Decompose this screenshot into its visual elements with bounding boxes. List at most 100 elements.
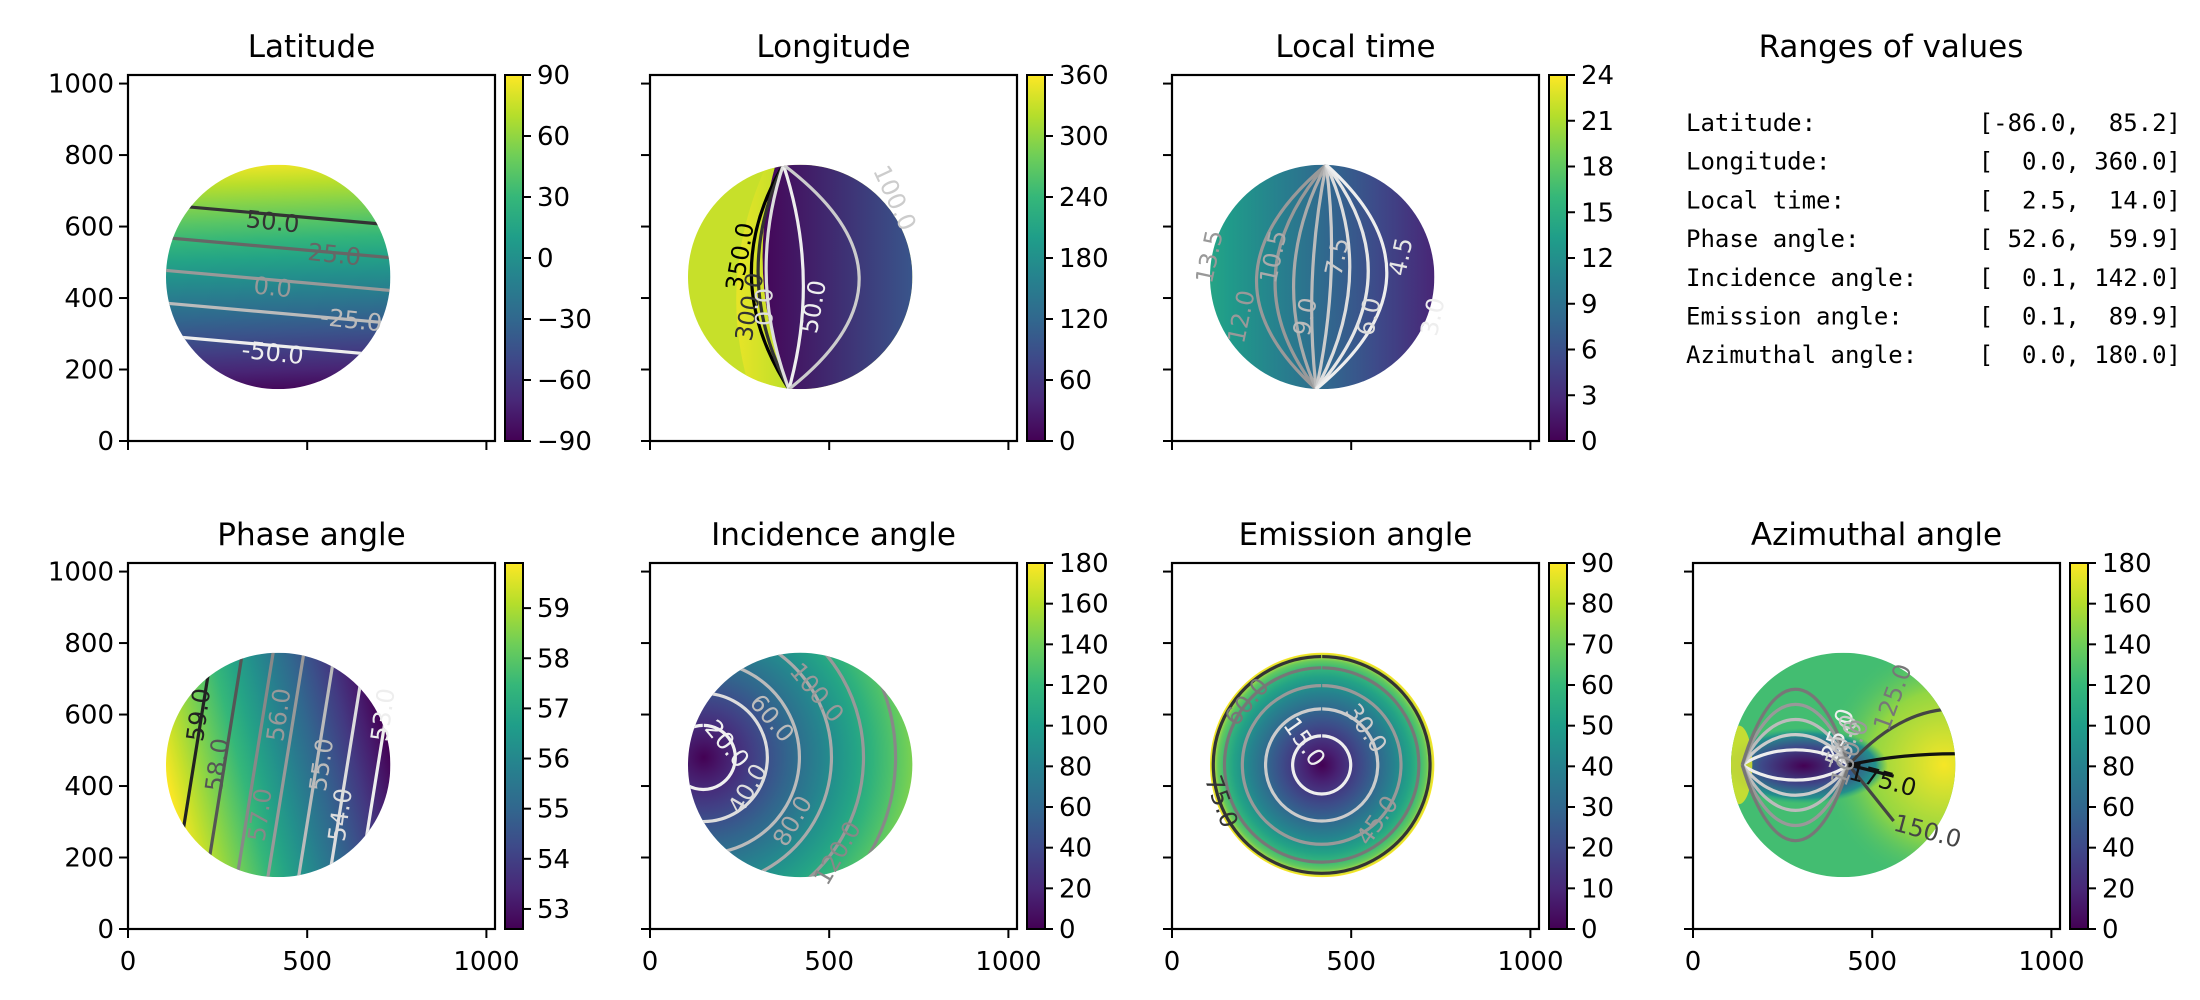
- axes-frame: [1691, 561, 2062, 931]
- colorbar-tick-label: 3: [1581, 381, 1598, 411]
- colorbar-tick-label: 0: [1059, 427, 1076, 457]
- contour-labels: 59.058.057.056.055.054.053.0: [181, 686, 401, 843]
- range-row-value: [ 0.0, 180.0]: [1979, 341, 2181, 369]
- contour-line: [266, 652, 306, 878]
- contours: [1740, 687, 1956, 843]
- panel-title: Azimuthal angle: [1751, 517, 2002, 553]
- contour-line: [1222, 666, 1421, 864]
- contour-line: [1255, 164, 1328, 390]
- range-row-label: Phase angle:: [1686, 225, 1859, 253]
- disk-image: [165, 652, 391, 878]
- colorbar-tick-label: 12: [1581, 244, 1614, 274]
- range-row-value: [ 0.1, 89.9]: [1979, 303, 2181, 331]
- colorbar-tick-label: 40: [1581, 752, 1614, 782]
- colorbar-tick-label: 240: [1059, 183, 1109, 213]
- colorbar-tick-label: −60: [537, 366, 592, 396]
- colorbar-tick-label: 40: [2102, 834, 2135, 864]
- colorbar-tick-label: 0: [1581, 427, 1598, 457]
- colorbar-tick-label: 360: [1059, 61, 1109, 91]
- range-row-value: [ 0.0, 360.0]: [1979, 148, 2181, 176]
- x-tick-label: 1000: [1497, 947, 1563, 977]
- colorbar-tick-label: 100: [1059, 712, 1109, 742]
- contours: [1211, 654, 1432, 875]
- y-tick-label: 600: [64, 213, 114, 243]
- contour-line: [1240, 684, 1403, 846]
- colorbar-tick-label: 9: [1581, 290, 1598, 320]
- contour-line: [1291, 164, 1328, 390]
- colorbar-tick-label: 60: [1581, 671, 1614, 701]
- contour-line: [687, 652, 833, 878]
- x-tick-label: 0: [642, 947, 659, 977]
- colorbar-tick-label: 0: [2102, 915, 2119, 945]
- colorbar-tick-label: 40: [1059, 834, 1092, 864]
- contour-line: [1291, 734, 1353, 796]
- contour-label: -50.0: [240, 336, 305, 370]
- contour-line: [687, 652, 866, 878]
- colorbar-tick-label: 20: [2102, 874, 2135, 904]
- colorbar-tick-label: 180: [1059, 244, 1109, 274]
- contour-label: 0.0: [252, 272, 293, 304]
- y-tick-label: 0: [97, 427, 114, 457]
- colorbar-tick-label: 180: [2102, 549, 2152, 579]
- x-tick-label: 0: [120, 947, 137, 977]
- contour-line: [165, 236, 391, 260]
- colorbar-tick-label: 60: [537, 122, 570, 152]
- colorbar-tick-label: 24: [1581, 61, 1614, 91]
- colorbar-tick-label: 140: [1059, 630, 1109, 660]
- panel-local-time: Local time13.512.010.59.07.56.04.53.0036…: [1163, 29, 1614, 457]
- colorbar-tick-label: 21: [1581, 107, 1614, 137]
- contour-line: [1310, 164, 1328, 390]
- contour-line: [1211, 654, 1432, 875]
- axes-frame: [1170, 73, 1541, 443]
- colorbar-tick-label: 58: [537, 644, 570, 674]
- range-row-label: Local time:: [1686, 186, 1845, 214]
- panel-incidence-angle: Incidence angle20.040.060.080.0100.0120.…: [641, 517, 1109, 977]
- contour-line: [1314, 164, 1370, 390]
- x-tick-label: 1000: [2018, 947, 2084, 977]
- x-tick-label: 500: [804, 947, 854, 977]
- axes-frame: [648, 561, 1019, 931]
- y-tick-label: 800: [64, 629, 114, 659]
- contour-line: [165, 268, 391, 293]
- contour-line: [1740, 717, 1851, 812]
- colorbar: [1548, 74, 1568, 442]
- colorbar-tick-label: −90: [537, 427, 592, 457]
- colorbar: [1026, 562, 1046, 930]
- x-tick-label: 0: [1685, 947, 1702, 977]
- x-tick-label: 1000: [975, 947, 1041, 977]
- panel-title: Phase angle: [217, 517, 405, 553]
- contour-line: [297, 652, 337, 878]
- contour-line: [756, 164, 791, 390]
- contour-line: [1741, 748, 1850, 782]
- colorbar-tick-label: 180: [1059, 549, 1109, 579]
- x-tick-label: 500: [1326, 947, 1376, 977]
- colorbar-tick-label: 0: [1581, 915, 1598, 945]
- panel-title: Incidence angle: [711, 517, 956, 553]
- colorbar-tick-label: 30: [1581, 793, 1614, 823]
- colorbar-tick-label: 80: [1581, 590, 1614, 620]
- y-tick-label: 0: [97, 915, 114, 945]
- panel-latitude: Latitude50.025.00.0-25.0-50.002004006008…: [48, 29, 592, 457]
- contour-line: [1273, 164, 1328, 390]
- contours: [749, 164, 861, 390]
- contour-line: [782, 164, 861, 390]
- colorbar-tick-label: 60: [1059, 366, 1092, 396]
- range-row-value: [ 0.1, 142.0]: [1979, 264, 2181, 292]
- colorbar-tick-label: 53: [537, 895, 570, 925]
- contour-label: 50.0: [245, 205, 301, 238]
- axes-frame: [126, 561, 497, 931]
- colorbar-tick-label: 20: [1581, 834, 1614, 864]
- range-row-label: Latitude:: [1686, 109, 1816, 137]
- disk-image: [1209, 652, 1435, 878]
- contour-line: [749, 164, 791, 390]
- colorbar-tick-label: 18: [1581, 153, 1614, 183]
- contour-line: [165, 203, 391, 227]
- contour-line: [1740, 733, 1851, 797]
- colorbar-tick-label: 80: [2102, 752, 2135, 782]
- panel-title: Longitude: [756, 29, 910, 65]
- colorbar-tick-label: 0: [537, 244, 554, 274]
- y-tick-label: 600: [64, 701, 114, 731]
- panels: Latitude50.025.00.0-25.0-50.002004006008…: [48, 29, 2152, 977]
